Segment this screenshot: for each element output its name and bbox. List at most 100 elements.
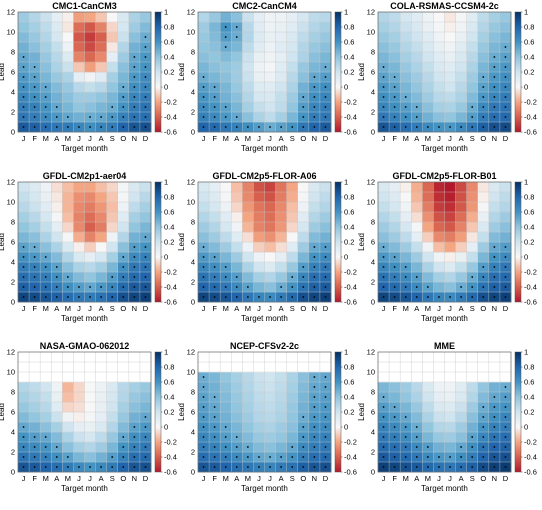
significance-dot xyxy=(202,76,205,78)
heatmap-cell xyxy=(264,182,276,193)
significance-dot xyxy=(235,456,238,458)
significance-dot xyxy=(471,466,474,468)
significance-dot xyxy=(33,296,36,298)
heatmap-cell xyxy=(275,72,287,83)
significance-dot xyxy=(144,236,147,238)
heatmap-cell xyxy=(308,42,321,53)
significance-dot xyxy=(426,126,429,128)
significance-dot xyxy=(44,436,47,438)
heatmap-cell xyxy=(253,42,265,53)
heatmap-cell xyxy=(73,402,85,413)
heatmap-cell xyxy=(422,252,434,263)
heatmap-cell xyxy=(400,402,412,413)
significance-dot xyxy=(213,116,216,118)
heatmap-cell xyxy=(411,12,423,23)
plot-frame xyxy=(197,181,332,303)
x-tick-label: S xyxy=(290,474,295,483)
significance-dot xyxy=(66,456,69,458)
significance-dot xyxy=(504,286,507,288)
colorbar-tick-label: 0.8 xyxy=(344,362,354,371)
significance-dot xyxy=(471,446,474,448)
significance-dot xyxy=(133,66,136,68)
heatmap-cell xyxy=(466,352,479,363)
significance-dot xyxy=(89,286,91,288)
heatmap-cell xyxy=(253,442,265,453)
heatmap-cell xyxy=(40,242,52,253)
heatmap-cell xyxy=(139,222,152,233)
heatmap-cell xyxy=(499,22,512,33)
heatmap-cell xyxy=(411,402,423,413)
heatmap-cell xyxy=(73,192,85,203)
heatmap-cell xyxy=(275,442,287,453)
significance-dot xyxy=(426,466,429,468)
heatmap-cell xyxy=(275,22,287,33)
heatmap-cell xyxy=(488,12,501,23)
colorbar-tick-label: 0.2 xyxy=(164,237,174,246)
heatmap-cell xyxy=(62,242,74,253)
significance-dot xyxy=(482,296,485,298)
significance-dot xyxy=(235,126,238,128)
x-tick-label: F xyxy=(392,134,397,143)
significance-dot xyxy=(55,446,58,448)
heatmap-cell xyxy=(209,52,221,63)
heatmap-cell xyxy=(231,402,243,413)
heatmap-cell xyxy=(242,232,254,243)
heatmap-cell xyxy=(444,192,456,203)
colorbar-tick-label: 0 xyxy=(164,82,168,91)
heatmap-cell xyxy=(62,22,74,33)
significance-dot xyxy=(324,276,327,278)
heatmap-cell xyxy=(198,192,210,203)
heatmap-cell xyxy=(286,182,299,193)
x-tick-label: J xyxy=(88,474,92,483)
x-tick-label: J xyxy=(268,134,272,143)
significance-dot xyxy=(504,86,507,88)
heatmap-cell xyxy=(411,242,423,253)
heatmap-cell xyxy=(62,442,74,453)
significance-dot xyxy=(33,276,36,278)
heatmap-cell xyxy=(139,212,152,223)
y-tick-label: 2 xyxy=(191,278,195,287)
heatmap-cell xyxy=(422,182,434,193)
x-tick-label: A xyxy=(99,474,104,483)
heatmap-cell xyxy=(117,42,130,53)
significance-dot xyxy=(202,436,205,438)
y-axis-label: Lead xyxy=(357,233,366,251)
heatmap-cell xyxy=(466,372,479,383)
significance-dot xyxy=(493,256,496,258)
significance-dot xyxy=(33,96,36,98)
heatmap-cell xyxy=(84,382,96,393)
x-tick-label: N xyxy=(312,474,317,483)
significance-dot xyxy=(313,126,316,128)
significance-dot xyxy=(22,426,25,428)
heatmap-cell xyxy=(264,242,276,253)
y-tick-label: 8 xyxy=(371,218,375,227)
y-tick-label: 2 xyxy=(11,108,15,117)
significance-dot xyxy=(213,256,216,258)
heatmap-cell xyxy=(62,412,74,423)
heatmap-cell xyxy=(84,352,96,363)
heatmap-cell xyxy=(378,232,390,243)
heatmap-cell xyxy=(308,182,321,193)
colorbar-tick-label: -0.6 xyxy=(164,467,177,476)
significance-dot xyxy=(213,126,216,128)
heatmap-cell xyxy=(106,182,119,193)
heatmap-cell xyxy=(242,72,254,83)
heatmap-cell xyxy=(400,232,412,243)
heatmap-cell xyxy=(128,212,141,223)
heatmap-cell xyxy=(286,22,299,33)
heatmap-cell xyxy=(62,252,74,263)
significance-dot xyxy=(213,86,216,88)
heatmap-cell xyxy=(466,42,479,53)
heatmap-cell xyxy=(128,182,141,193)
significance-dot xyxy=(122,436,125,438)
heatmap-cell xyxy=(198,222,210,233)
heatmap-cell xyxy=(433,82,445,93)
significance-dot xyxy=(482,436,485,438)
colorbar-tick-label: 0.4 xyxy=(524,52,534,61)
significance-dot xyxy=(382,276,385,278)
colorbar-tick-label: 0.2 xyxy=(164,67,174,76)
heatmap-cell xyxy=(275,252,287,263)
heatmap-cell xyxy=(117,12,130,23)
heatmap-cell xyxy=(117,62,130,73)
heatmap-cell xyxy=(378,202,390,213)
